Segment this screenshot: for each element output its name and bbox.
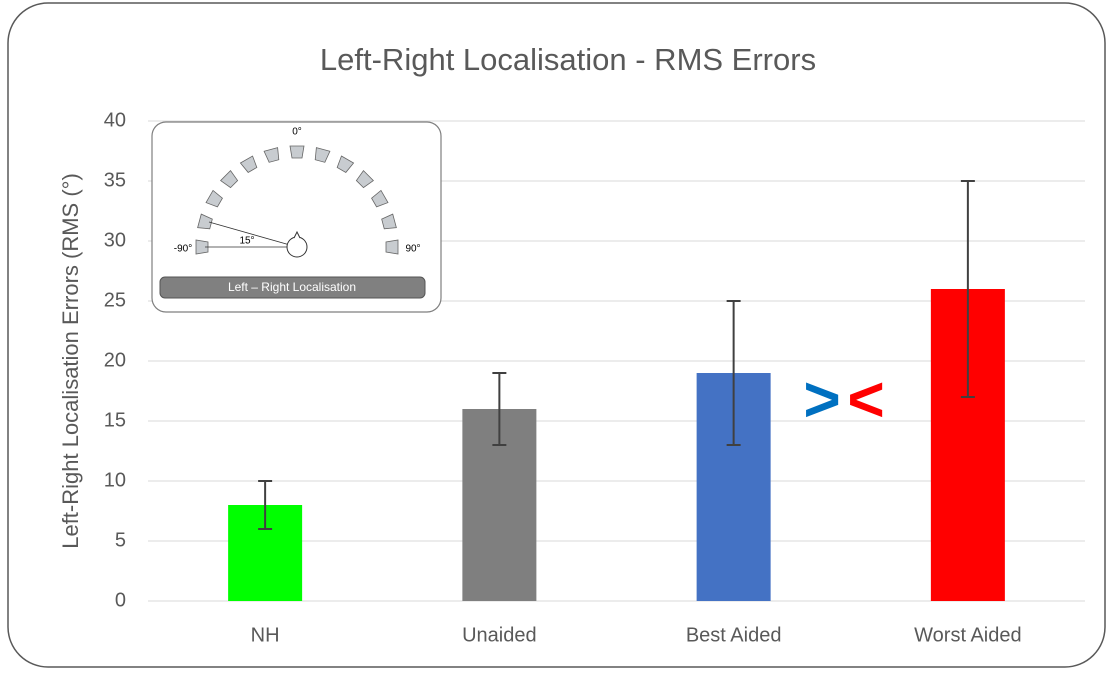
- speaker: [355, 170, 374, 189]
- listener: [286, 236, 308, 258]
- inset-label: -90°: [174, 244, 192, 255]
- inset-label: 90°: [405, 244, 420, 255]
- speaker: [289, 145, 305, 159]
- y-tick-label: 25: [104, 289, 126, 311]
- speaker: [371, 189, 389, 208]
- y-tick-label: 10: [104, 469, 126, 491]
- inset-label: 15°: [239, 236, 254, 247]
- y-tick-label: 0: [115, 589, 126, 611]
- x-tick-label: NH: [251, 624, 280, 646]
- y-axis-label: Left-Right Localisation Errors (RMS (°): [58, 173, 83, 549]
- speaker: [239, 155, 258, 173]
- inset-line: [208, 221, 298, 248]
- speaker: [381, 213, 397, 230]
- x-tick-label: Unaided: [462, 624, 537, 646]
- speaker: [385, 239, 399, 255]
- chart-title: Left-Right Localisation - RMS Errors: [320, 42, 816, 77]
- listener-nose: [293, 230, 301, 239]
- annotation: <: [847, 363, 884, 435]
- y-tick-label: 15: [104, 409, 126, 431]
- x-tick-label: Worst Aided: [914, 624, 1021, 646]
- speaker: [314, 147, 331, 163]
- inset: 0° -90° 90° 15° Left – Right Localisatio…: [151, 121, 442, 313]
- y-tick-label: 30: [104, 229, 126, 251]
- speaker: [195, 239, 209, 255]
- speaker: [205, 189, 223, 208]
- y-tick-label: 5: [115, 529, 126, 551]
- y-tick-label: 20: [104, 349, 126, 371]
- x-tick-label: Best Aided: [686, 624, 782, 646]
- inset-caption: Left – Right Localisation: [228, 280, 356, 294]
- annotation: >: [803, 363, 840, 435]
- speaker: [336, 155, 355, 173]
- inset-label: 0°: [292, 127, 302, 138]
- speakers: [195, 145, 399, 255]
- speaker: [197, 213, 213, 230]
- y-tick-label: 40: [104, 109, 126, 131]
- speaker: [263, 147, 280, 163]
- inset-frame: [151, 121, 442, 313]
- y-tick-label: 35: [104, 169, 126, 191]
- speaker: [220, 170, 239, 189]
- inset-caption-bar: [159, 276, 426, 299]
